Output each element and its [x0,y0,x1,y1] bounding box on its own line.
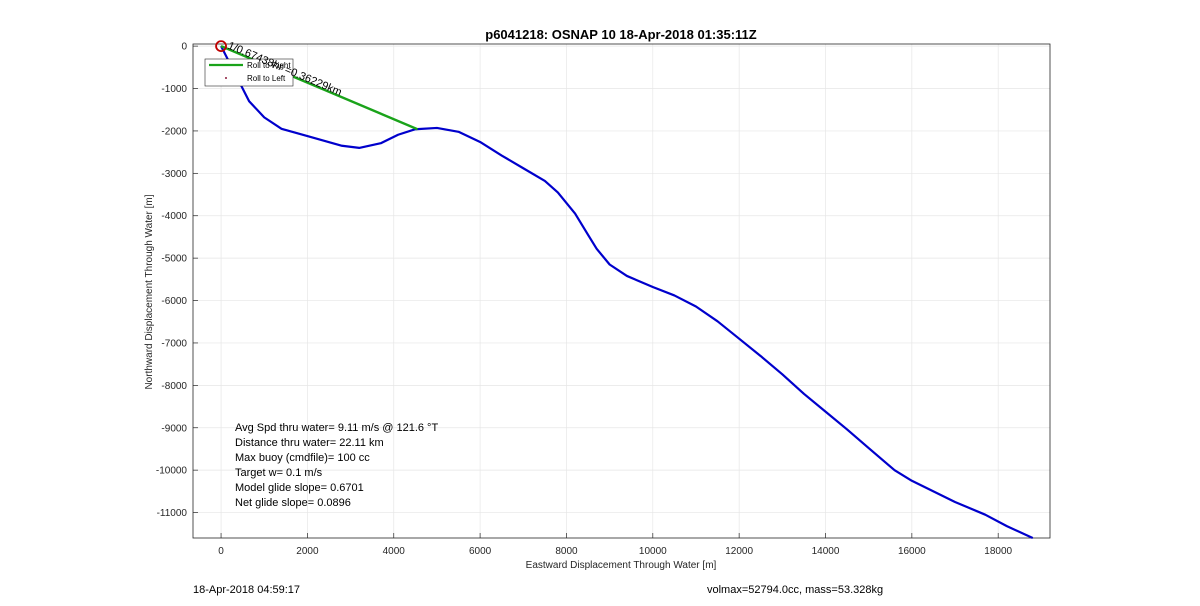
stats-annotations: Avg Spd thru water= 9.11 m/s @ 121.6 °T … [235,422,438,509]
x-tick-label: 12000 [725,546,753,557]
y-tick-label: -3000 [161,169,187,180]
x-tick-label: 4000 [383,546,406,557]
y-tick-label: -8000 [161,381,187,392]
y-tick-label: -1000 [161,84,187,95]
chart-title: p6041218: OSNAP 10 18-Apr-2018 01:35:11Z [485,27,757,42]
legend-roll-right-label: Roll to Right [247,61,291,70]
y-axis-label: Northward Displacement Through Water [m] [144,194,155,389]
x-tick-label: 8000 [555,546,578,557]
y-tick-label: -9000 [161,423,187,434]
x-tick-label: 2000 [296,546,319,557]
y-tick-label: -5000 [161,254,187,265]
legend-roll-left-label: Roll to Left [247,74,286,83]
x-tick-label: 6000 [469,546,492,557]
annotation-distance: Distance thru water= 22.11 km [235,437,384,449]
y-tick-label: -2000 [161,126,187,137]
legend: Roll to Right Roll to Left [204,58,294,87]
annotation-avg-speed: Avg Spd thru water= 9.11 m/s @ 121.6 °T [235,422,438,434]
x-axis-label: Eastward Displacement Through Water [m] [526,560,717,571]
axis-ticks: 0 2000 4000 6000 8000 10000 12000 14000 16000 180… [156,42,1013,557]
x-tick-label: 0 [218,546,224,557]
annotation-model-glide-slope: Model glide slope= 0.6701 [235,482,364,494]
x-tick-label: 10000 [639,546,667,557]
x-tick-label: 14000 [812,546,840,557]
y-tick-label: -11000 [157,508,188,519]
axes-box [192,43,1051,539]
y-tick-label: -7000 [161,338,187,349]
y-tick-label: -10000 [156,466,188,477]
x-tick-label: 18000 [984,546,1012,557]
x-tick-label: 16000 [898,546,926,557]
annotation-max-buoy: Max buoy (cmdfile)= 100 cc [235,452,370,464]
legend-roll-left-swatch [225,77,227,79]
legend-box [204,58,294,87]
annotation-net-glide-slope: Net glide slope= 0.0896 [235,497,351,509]
start-marker [215,40,227,53]
track-line [220,45,1034,539]
footer-timestamp: 18-Apr-2018 04:59:17 [193,584,301,596]
annotation-target-w: Target w= 0.1 m/s [235,467,323,479]
y-tick-label: 0 [181,42,187,53]
y-tick-label: -4000 [161,211,187,222]
footer-summary: volmax=52794.0cc, mass=53.328kg [707,584,884,596]
y-tick-label: -6000 [161,296,187,307]
plot-area [193,44,1050,538]
grid-lines [193,44,1050,538]
